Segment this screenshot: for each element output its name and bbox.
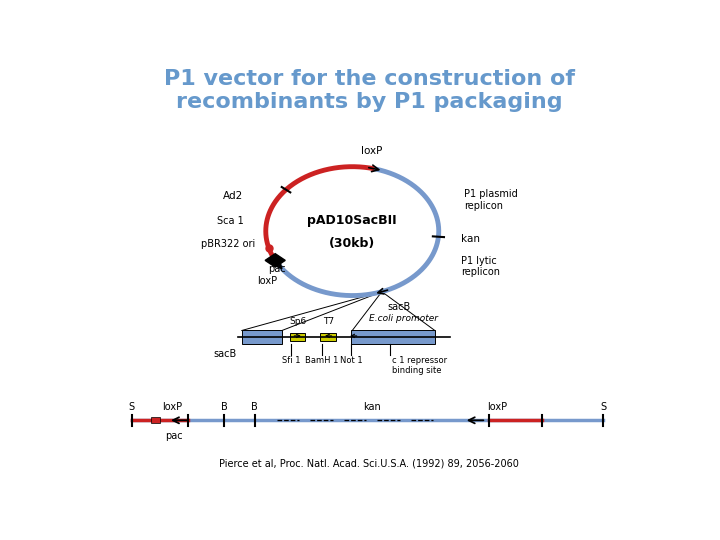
Bar bbox=[289, 333, 305, 341]
Text: loxP: loxP bbox=[163, 402, 183, 412]
Text: loxP: loxP bbox=[487, 402, 508, 412]
Text: pac: pac bbox=[165, 431, 182, 441]
Text: Pierce et al, Proc. Natl. Acad. Sci.U.S.A. (1992) 89, 2056-2060: Pierce et al, Proc. Natl. Acad. Sci.U.S.… bbox=[219, 459, 519, 469]
Text: kan: kan bbox=[363, 402, 381, 412]
Text: P1 lytic
replicon: P1 lytic replicon bbox=[461, 255, 500, 277]
Bar bbox=[242, 330, 282, 344]
Bar bbox=[320, 333, 336, 341]
Text: S: S bbox=[129, 402, 135, 412]
Text: pac: pac bbox=[268, 264, 285, 274]
Text: T7: T7 bbox=[323, 316, 334, 326]
Text: BamH 1: BamH 1 bbox=[305, 356, 338, 365]
Text: E.coli promoter: E.coli promoter bbox=[369, 314, 438, 323]
Text: loxP: loxP bbox=[361, 146, 382, 156]
Text: Sfi 1: Sfi 1 bbox=[282, 356, 300, 365]
Text: Not 1: Not 1 bbox=[340, 356, 362, 365]
Text: Sp6: Sp6 bbox=[289, 316, 306, 326]
Text: P1 vector for the construction of: P1 vector for the construction of bbox=[163, 69, 575, 89]
Text: (30kb): (30kb) bbox=[329, 237, 375, 250]
Text: sacB: sacB bbox=[387, 302, 410, 312]
Text: S: S bbox=[600, 402, 606, 412]
Bar bbox=[151, 417, 161, 423]
Text: B: B bbox=[251, 402, 258, 412]
Text: c 1 repressor
binding site: c 1 repressor binding site bbox=[392, 356, 447, 375]
Text: Sca 1: Sca 1 bbox=[217, 215, 243, 226]
Text: kan: kan bbox=[461, 234, 480, 245]
Text: sacB: sacB bbox=[213, 349, 236, 359]
Text: pAD10SacBII: pAD10SacBII bbox=[307, 214, 397, 227]
Text: Ad2: Ad2 bbox=[223, 191, 243, 201]
Text: pBR322 ori: pBR322 ori bbox=[200, 239, 255, 249]
Text: loxP: loxP bbox=[258, 276, 278, 286]
Text: B: B bbox=[220, 402, 228, 412]
Bar bbox=[351, 330, 435, 344]
Text: recombinants by P1 packaging: recombinants by P1 packaging bbox=[176, 92, 562, 112]
Text: P1 plasmid
replicon: P1 plasmid replicon bbox=[464, 189, 518, 211]
Polygon shape bbox=[265, 254, 285, 267]
